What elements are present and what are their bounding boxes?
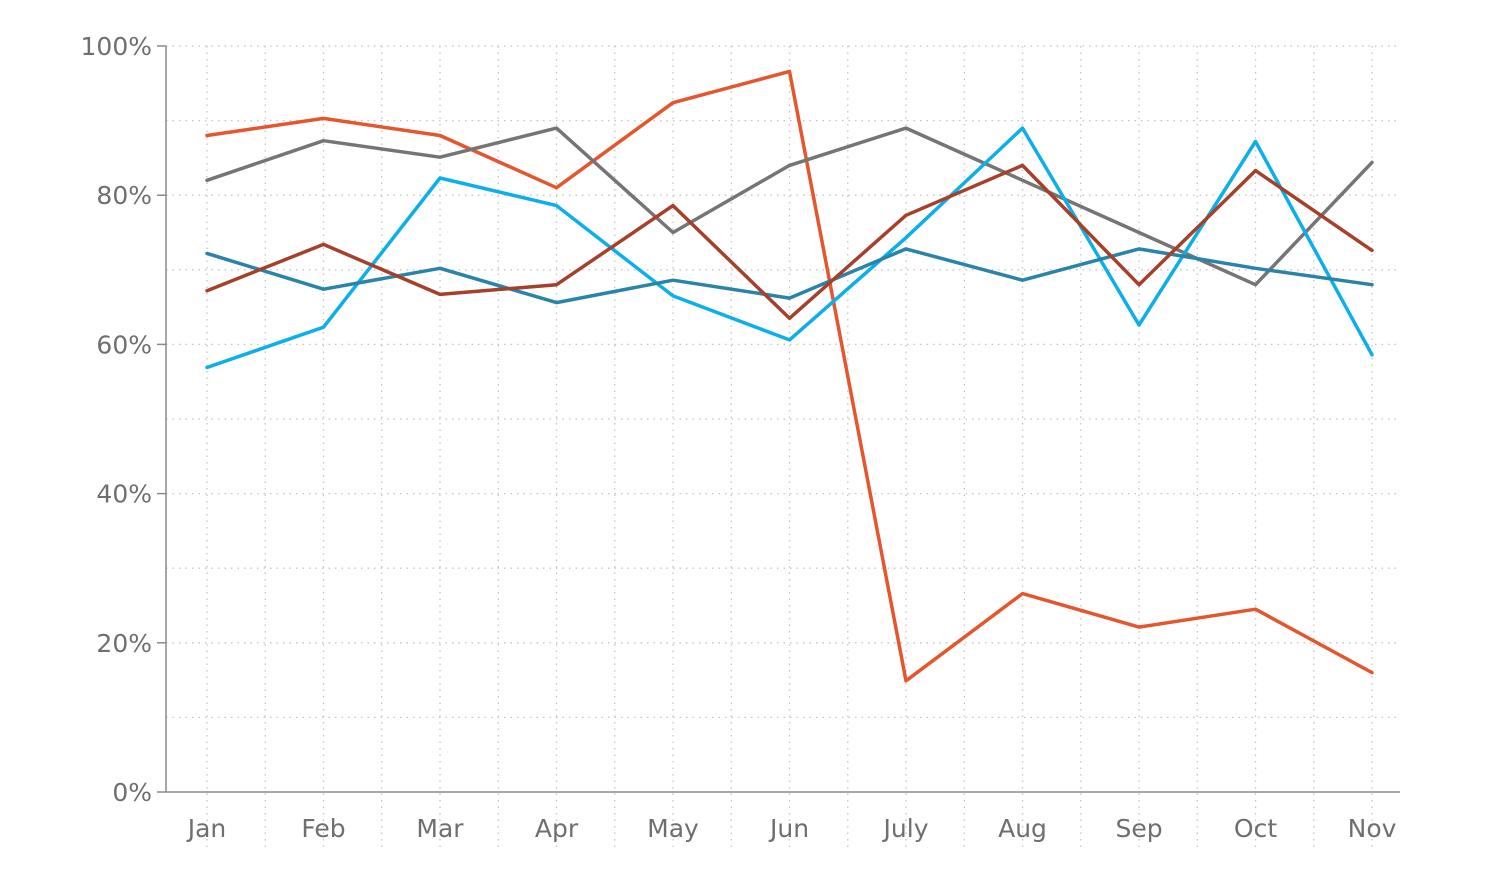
y-tick-label: 60% xyxy=(96,330,152,359)
series-line-steel-blue xyxy=(205,247,1374,305)
y-tick-label: 20% xyxy=(96,629,152,658)
x-tick-label: Feb xyxy=(301,814,345,843)
series-line-gray xyxy=(205,126,1374,287)
grid xyxy=(166,45,1400,847)
y-tick-label: 80% xyxy=(96,181,152,210)
axes xyxy=(157,45,1400,793)
series-lines xyxy=(205,69,1374,683)
x-tick-label: Nov xyxy=(1348,814,1397,843)
x-tick-label: Mar xyxy=(416,814,464,843)
x-tick-label: Apr xyxy=(535,814,579,843)
y-tick-label: 40% xyxy=(96,480,152,509)
series-line-brown xyxy=(205,163,1374,321)
x-tick-label: Aug xyxy=(998,814,1047,843)
y-tick-label: 100% xyxy=(81,32,152,61)
x-tick-label: May xyxy=(647,814,699,843)
y-tick-label: 0% xyxy=(112,778,152,807)
series-line-light-blue xyxy=(205,126,1374,370)
x-tick-label: Sep xyxy=(1115,814,1162,843)
x-tick-label: Jan xyxy=(186,814,227,843)
x-tick-label: Oct xyxy=(1234,814,1277,843)
x-tick-label: Jun xyxy=(768,814,809,843)
x-tick-label: July xyxy=(882,814,929,843)
y-axis-tick-labels: 0% 20% 40% 60% 80% 100% xyxy=(81,32,152,807)
x-axis-tick-labels: Jan Feb Mar Apr May Jun July Aug Sep Oct Nov xyxy=(186,814,1397,843)
series-line-orange xyxy=(205,69,1374,683)
